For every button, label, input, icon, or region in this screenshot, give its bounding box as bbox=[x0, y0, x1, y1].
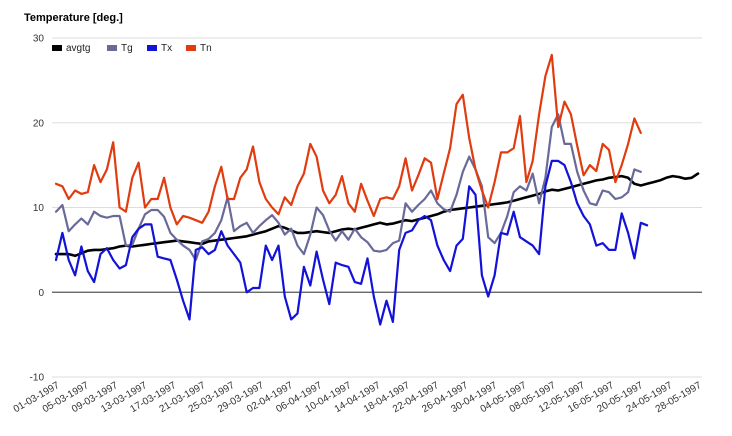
legend-label-avgtg: avgtg bbox=[66, 43, 90, 54]
y-tick-label: 20 bbox=[33, 118, 45, 129]
legend-label-Tg: Tg bbox=[121, 43, 133, 54]
legend-swatch-Tx bbox=[147, 45, 157, 51]
y-tick-label: 0 bbox=[38, 288, 44, 299]
chart-title: Temperature [deg.] bbox=[24, 12, 123, 24]
series-line-Tg bbox=[54, 113, 642, 262]
y-tick-label: 10 bbox=[33, 203, 45, 214]
y-tick-label: -10 bbox=[30, 373, 45, 384]
legend-label-Tx: Tx bbox=[161, 43, 172, 54]
x-axis-ticks: 01-03-199705-03-199709-03-199713-03-1997… bbox=[12, 380, 704, 415]
legend-swatch-avgtg bbox=[52, 45, 62, 51]
y-tick-label: 30 bbox=[33, 34, 45, 45]
y-axis-ticks: -10 0 10 20 30 bbox=[30, 34, 45, 384]
legend-swatch-Tn bbox=[186, 45, 196, 51]
series-line-avgtg bbox=[54, 172, 700, 258]
series-line-Tn bbox=[54, 53, 642, 226]
series-lines bbox=[54, 53, 700, 326]
series-line-Tx bbox=[54, 159, 649, 326]
legend-swatch-Tg bbox=[107, 45, 117, 51]
legend: avgtg Tg Tx Tn bbox=[52, 43, 212, 54]
legend-label-Tn: Tn bbox=[200, 43, 212, 54]
